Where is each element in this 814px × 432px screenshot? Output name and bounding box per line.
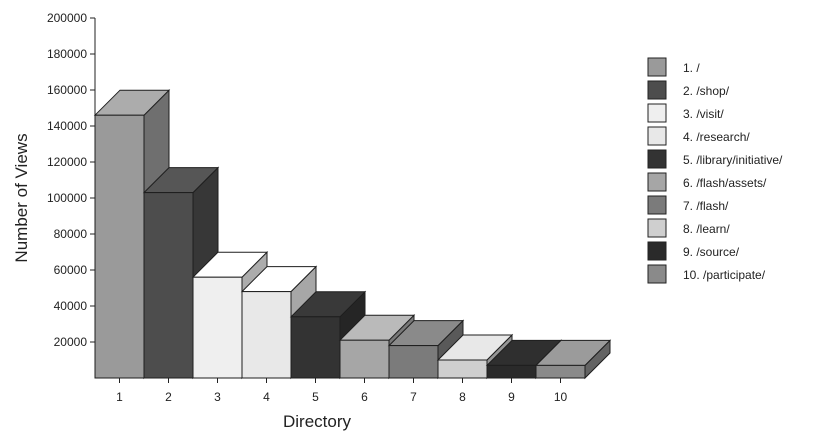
y-tick-label: 100000 — [47, 191, 87, 205]
legend-item: 2. /shop/ — [647, 80, 730, 100]
x-tick-label: 9 — [508, 390, 515, 404]
legend-label: 2. /shop/ — [683, 84, 730, 98]
y-tick-label: 140000 — [47, 119, 87, 133]
legend-item: 8. /learn/ — [647, 218, 730, 238]
legend-label: 4. /research/ — [683, 130, 750, 144]
bar-front — [437, 359, 488, 379]
legend-label: 5. /library/initiative/ — [683, 153, 783, 167]
y-tick-label: 120000 — [47, 155, 87, 169]
y-tick-label: 80000 — [54, 227, 88, 241]
x-ticks: 1 2 3 4 5 6 7 8 9 10 — [116, 378, 567, 404]
legend-label: 1. / — [683, 61, 700, 75]
legend-swatch — [647, 241, 667, 261]
legend-swatch — [647, 57, 667, 77]
bar-front — [241, 291, 292, 379]
bar-front — [535, 364, 586, 379]
x-tick-label: 7 — [410, 390, 417, 404]
x-tick-label: 2 — [165, 390, 172, 404]
legend-swatch — [647, 195, 667, 215]
bars — [93, 88, 612, 380]
legend-swatch — [647, 103, 667, 123]
legend-item: 9. /source/ — [647, 241, 740, 261]
bar-front — [192, 276, 243, 379]
legend-swatch — [647, 218, 667, 238]
x-tick-label: 5 — [312, 390, 319, 404]
legend-item: 3. /visit/ — [647, 103, 724, 123]
legend-label: 10. /participate/ — [683, 268, 766, 282]
x-axis-title: Directory — [283, 412, 352, 431]
y-ticks: 20000 40000 60000 80000 100000 120000 140000 16… — [47, 11, 95, 349]
x-tick-label: 8 — [459, 390, 466, 404]
x-tick-label: 1 — [116, 390, 123, 404]
legend-swatch — [647, 172, 667, 192]
legend-item: 1. / — [647, 57, 700, 77]
legend-item: 4. /research/ — [647, 126, 750, 146]
y-tick-label: 60000 — [54, 263, 88, 277]
legend-label: 8. /learn/ — [683, 222, 730, 236]
bar-front — [94, 114, 145, 379]
y-axis-title: Number of Views — [12, 133, 31, 262]
y-tick-label: 160000 — [47, 83, 87, 97]
bar-front — [290, 316, 341, 379]
legend-swatch — [647, 126, 667, 146]
y-tick-label: 20000 — [54, 335, 88, 349]
y-tick-label: 200000 — [47, 11, 87, 25]
bar-front — [388, 345, 439, 379]
legend-item: 6. /flash/assets/ — [647, 172, 767, 192]
legend: 1. / 2. /shop/3. /visit/4. /research/5. /… — [647, 57, 783, 284]
bar-front — [339, 339, 390, 379]
x-tick-label: 3 — [214, 390, 221, 404]
bar-10 — [534, 339, 612, 380]
bar-front — [486, 364, 537, 379]
x-tick-label: 10 — [554, 390, 568, 404]
x-tick-label: 6 — [361, 390, 368, 404]
bar-front — [143, 192, 194, 379]
legend-swatch — [647, 264, 667, 284]
legend-label: 3. /visit/ — [683, 107, 724, 121]
legend-swatch — [647, 80, 667, 100]
legend-label: 9. /source/ — [683, 245, 740, 259]
legend-label: 7. /flash/ — [683, 199, 729, 213]
legend-item: 7. /flash/ — [647, 195, 729, 215]
y-tick-label: 40000 — [54, 299, 88, 313]
legend-item: 5. /library/initiative/ — [647, 149, 783, 169]
legend-item: 10. /participate/ — [647, 264, 766, 284]
y-tick-label: 180000 — [47, 47, 87, 61]
x-tick-label: 4 — [263, 390, 270, 404]
legend-label: 6. /flash/assets/ — [683, 176, 767, 190]
legend-swatch — [647, 149, 667, 169]
